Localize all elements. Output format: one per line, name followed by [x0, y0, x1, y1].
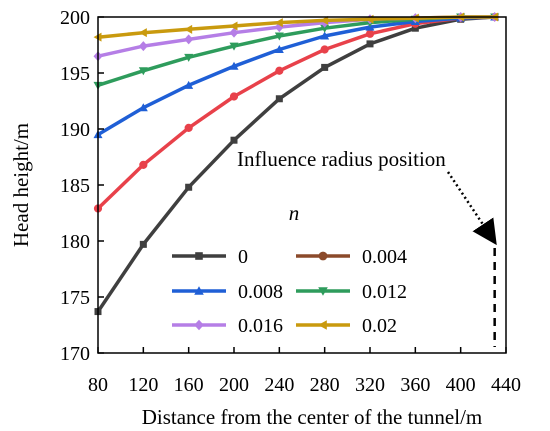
data-point	[229, 42, 239, 51]
legend-marker	[318, 287, 328, 296]
legend: n 0 0.004 0.008 0.012 0.016 0.02	[172, 201, 407, 337]
ticks-layer: 80 120 160 200 240 280 320 360 400 440 170 175 180 18…	[60, 7, 521, 396]
legend-label: 0.004	[362, 246, 407, 268]
legend-marker	[318, 251, 328, 261]
x-tick-label: 200	[219, 374, 249, 396]
legend-label: 0.012	[362, 281, 407, 303]
data-point	[321, 63, 329, 71]
data-point	[274, 18, 283, 28]
x-tick-label: 400	[446, 374, 476, 396]
data-point	[184, 80, 194, 89]
data-point	[365, 29, 375, 38]
data-point	[230, 136, 238, 144]
influence-radius-label: Influence radius position	[237, 147, 446, 171]
legend-title: n	[289, 201, 300, 225]
y-tick-label: 190	[60, 119, 90, 141]
legend-item: 0.004	[296, 246, 407, 268]
x-tick-label: 240	[264, 374, 294, 396]
x-tick-label: 440	[491, 374, 521, 396]
influence-radius-arrow	[446, 171, 497, 246]
legend-label: 0.008	[238, 281, 283, 303]
legend-item: 0.008	[172, 281, 283, 303]
data-point	[185, 183, 193, 191]
data-point	[320, 24, 330, 33]
x-tick-label: 360	[400, 374, 430, 396]
data-point	[138, 41, 148, 52]
data-point	[410, 13, 419, 23]
data-point	[138, 28, 147, 38]
data-point	[366, 40, 374, 48]
data-point	[275, 66, 284, 75]
legend-item: 0.016	[172, 315, 283, 337]
x-tick-label: 80	[88, 374, 108, 396]
data-point	[184, 53, 194, 62]
x-tick-label: 120	[128, 374, 158, 396]
legend-label: 0.02	[362, 315, 397, 337]
series-line	[97, 15, 495, 87]
x-axis-title: Distance from the center of the tunnel/m	[142, 405, 483, 429]
data-point	[411, 24, 419, 32]
data-point	[229, 27, 239, 38]
data-point	[320, 31, 330, 40]
legend-item: 0.02	[296, 315, 397, 337]
y-tick-label: 170	[60, 343, 90, 365]
data-point	[138, 67, 148, 76]
legend-item: 0.012	[296, 281, 407, 303]
data-point	[229, 61, 239, 70]
data-point	[139, 240, 147, 248]
x-tick-label: 280	[310, 374, 340, 396]
data-point	[184, 34, 194, 45]
y-tick-label: 200	[60, 7, 90, 29]
data-point	[138, 103, 148, 112]
data-point	[274, 44, 284, 53]
data-point	[229, 92, 239, 101]
y-axis-title: Head height/m	[9, 123, 33, 247]
data-point	[320, 45, 329, 54]
legend-marker	[194, 319, 204, 331]
data-point	[139, 160, 148, 169]
series-line	[96, 15, 495, 313]
y-tick-label: 195	[60, 63, 90, 85]
y-tick-label: 185	[60, 175, 90, 197]
x-tick-label: 160	[174, 374, 204, 396]
y-tick-label: 180	[60, 231, 90, 253]
data-point	[229, 21, 238, 31]
data-point	[274, 32, 284, 41]
legend-marker	[318, 320, 327, 330]
data-point	[275, 95, 283, 103]
legend-marker	[195, 252, 203, 260]
x-tick-label: 320	[355, 374, 385, 396]
data-point	[184, 24, 193, 34]
legend-item: 0	[172, 246, 248, 268]
data-point	[184, 123, 193, 132]
annotation-layer: Influence radius position	[237, 147, 497, 347]
data-point	[320, 15, 329, 25]
legend-label: 0.016	[238, 315, 283, 337]
y-tick-label: 175	[60, 287, 90, 309]
legend-label: 0	[238, 246, 248, 268]
legend-marker	[194, 286, 204, 295]
